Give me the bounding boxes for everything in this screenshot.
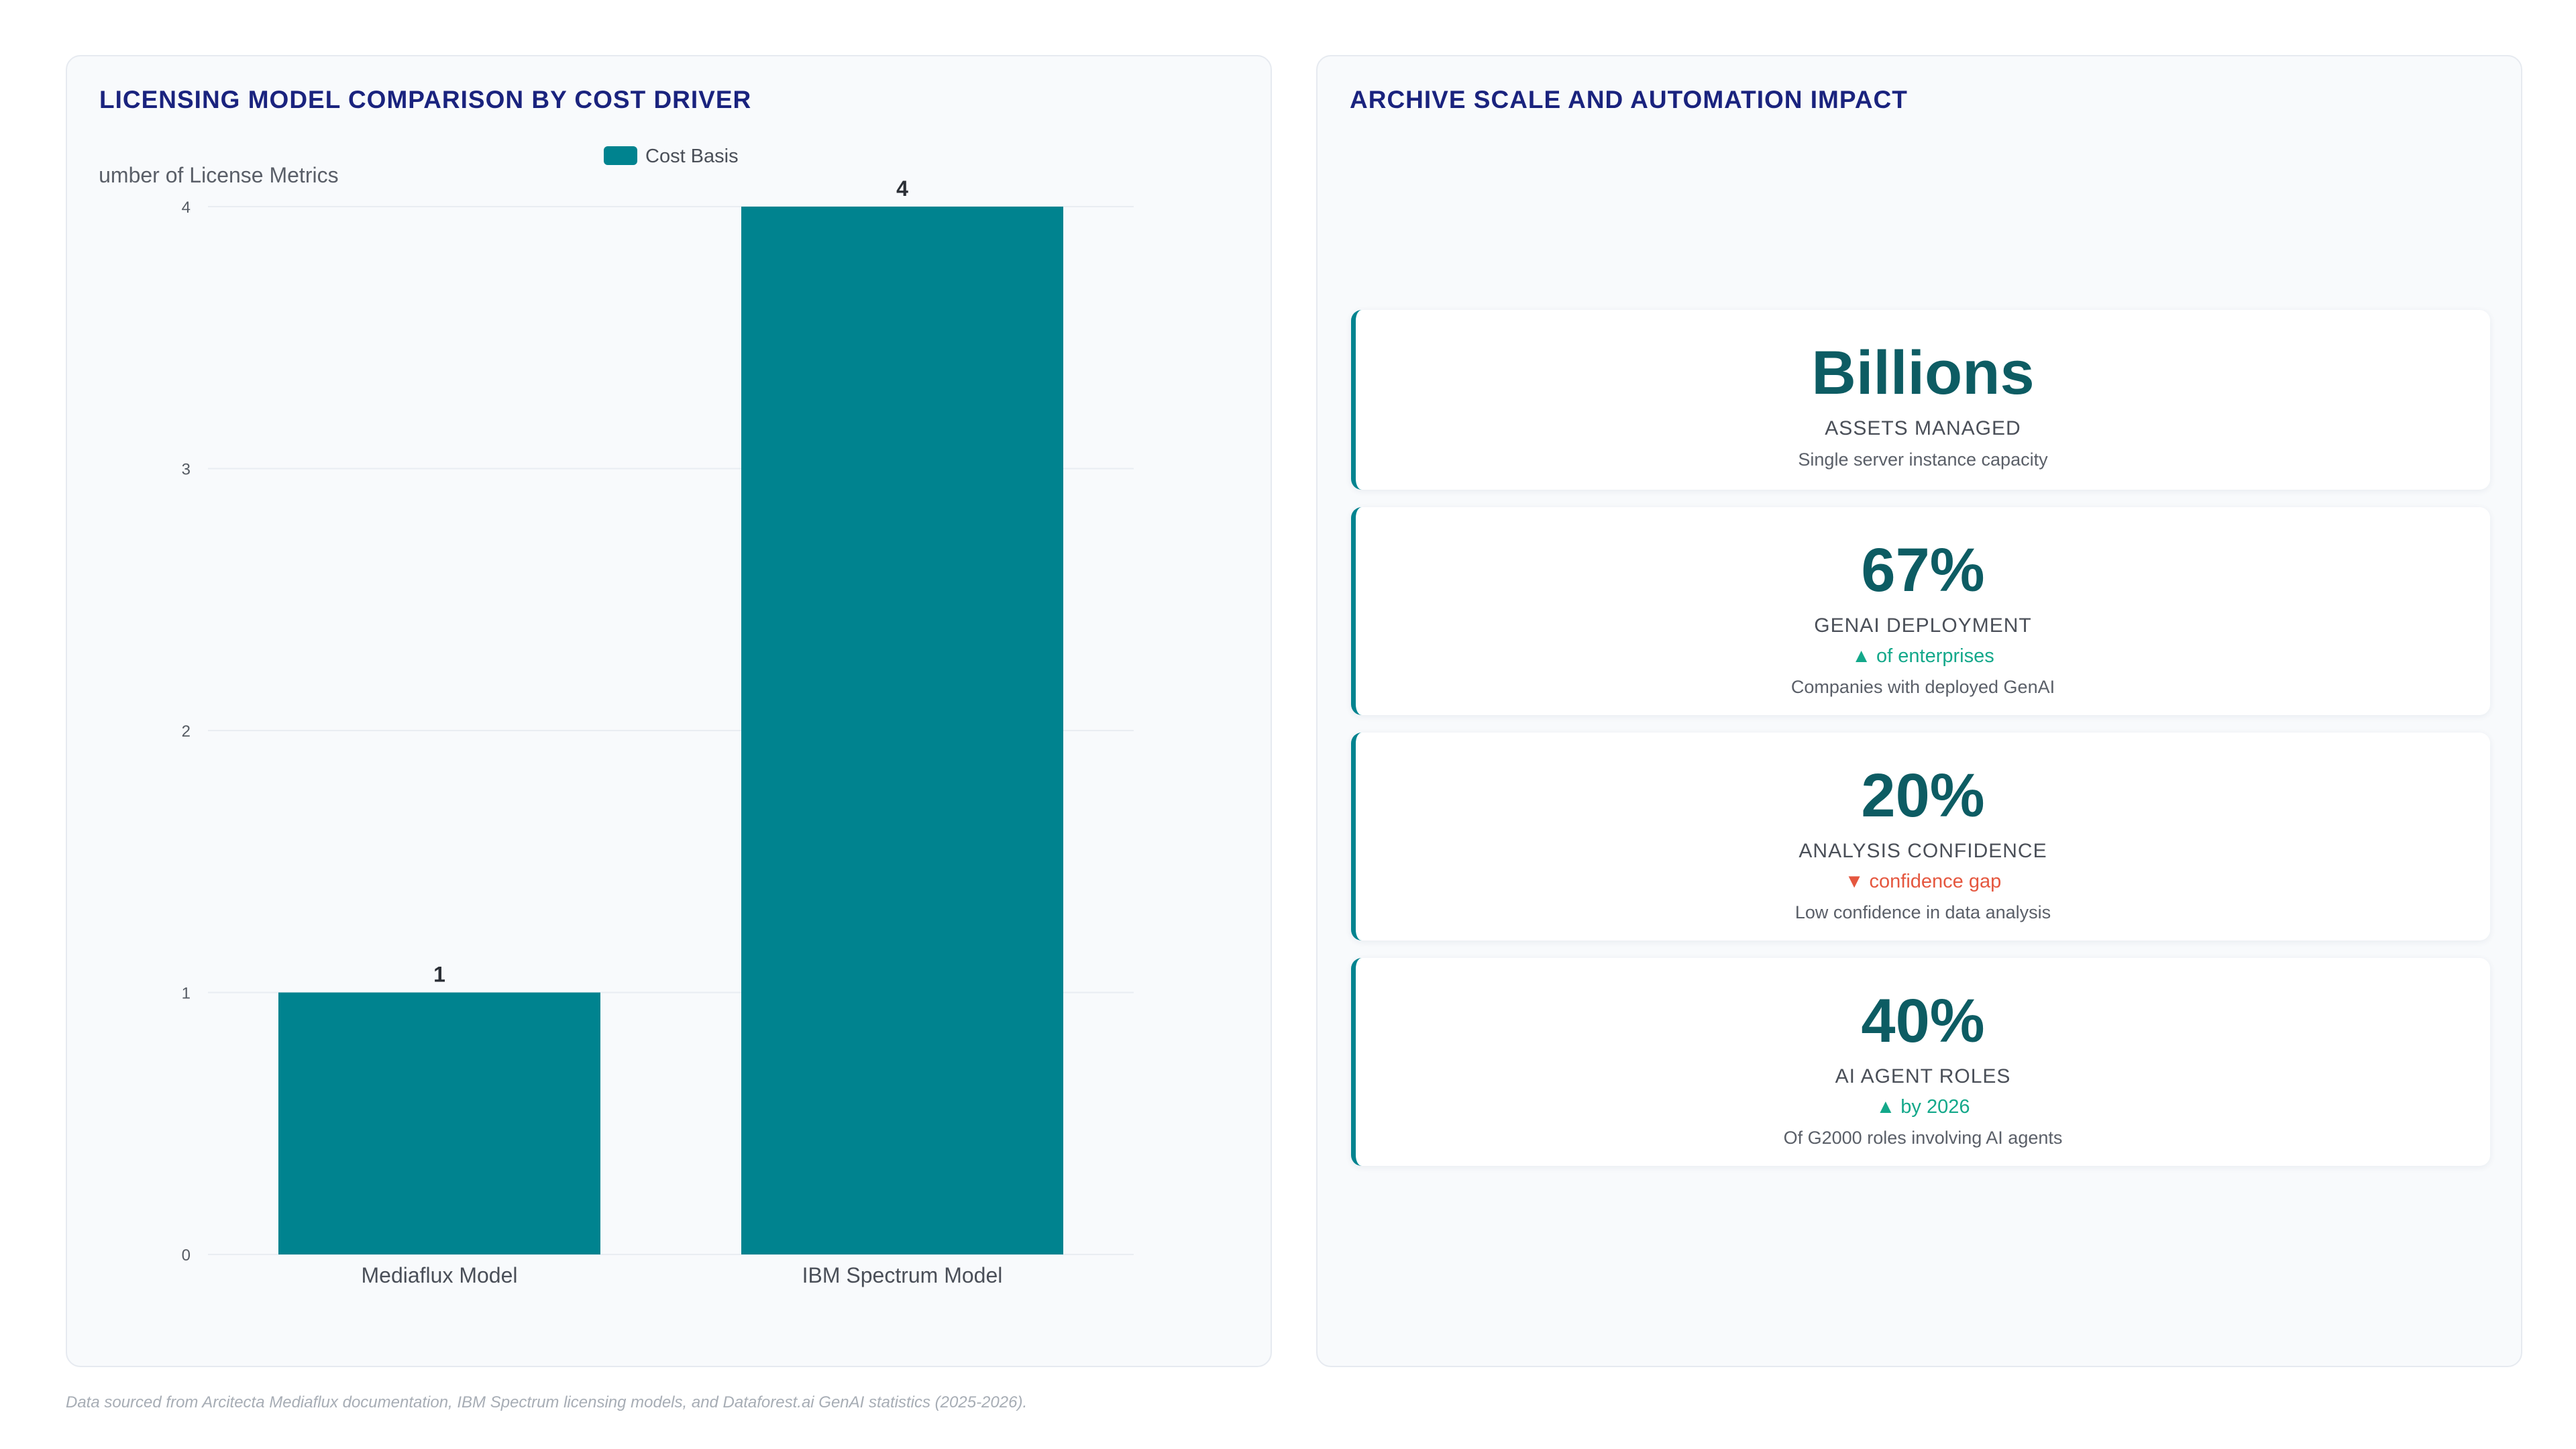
y-tick-label: 4 — [182, 199, 191, 217]
kpi-value: 67% — [1861, 536, 1985, 604]
kpi-analysis-confidence: 20% ANALYSIS CONFIDENCE ▼ confidence gap… — [1351, 733, 2490, 941]
kpi-value: 40% — [1861, 987, 1985, 1055]
data-label: 1 — [433, 963, 445, 987]
kpi-label: ANALYSIS CONFIDENCE — [1799, 840, 2047, 862]
bar-chart: 0 1 2 3 4 Number of License Metrics Cost Basis… — [83, 146, 1134, 1287]
kpi-trend-up: ▲ by 2026 — [1876, 1096, 1970, 1118]
kpi-card: ARCHIVE SCALE AND AUTOMATION IMPACT Bill… — [1316, 55, 2522, 1367]
x-tick-label: IBM Spectrum Model — [802, 1263, 1003, 1287]
kpi-description: Companies with deployed GenAI — [1790, 677, 2055, 697]
kpi-label: GENAI DEPLOYMENT — [1814, 614, 2032, 637]
kpi-trend-down: ▼ confidence gap — [1844, 871, 2002, 892]
kpi-description: Low confidence in data analysis — [1794, 902, 2051, 922]
kpi-label: AI AGENT ROLES — [1835, 1065, 2011, 1087]
y-tick-label: 2 — [182, 722, 191, 741]
chart-card: LICENSING MODEL COMPARISON BY COST DRIVE… — [66, 55, 1272, 1367]
kpi-description: Of G2000 roles involving AI agents — [1783, 1128, 2063, 1148]
kpi-description: Single server instance capacity — [1798, 449, 2048, 470]
kpi-panel-title: ARCHIVE SCALE AND AUTOMATION IMPACT — [1350, 86, 1908, 113]
kpi-ai-agent-roles: 40% AI AGENT ROLES ▲ by 2026 Of G2000 ro… — [1351, 958, 2490, 1166]
chart-panel-title: LICENSING MODEL COMPARISON BY COST DRIVE… — [99, 86, 752, 113]
bar-1 — [278, 992, 600, 1254]
legend-swatch — [604, 146, 637, 165]
y-tick-label: 3 — [182, 461, 191, 479]
bar-2 — [741, 207, 1063, 1254]
x-tick-label: Mediaflux Model — [362, 1263, 518, 1287]
y-tick-label: 1 — [182, 985, 191, 1003]
kpi-trend-up: ▲ of enterprises — [1851, 645, 1994, 667]
kpi-value: Billions — [1811, 339, 2035, 407]
kpi-label: ASSETS MANAGED — [1825, 417, 2021, 439]
data-label: 4 — [896, 176, 908, 201]
y-axis-title: Number of License Metrics — [83, 163, 339, 187]
kpi-value: 20% — [1861, 761, 1985, 830]
y-tick-label: 0 — [182, 1246, 191, 1265]
kpi-assets-managed: Billions ASSETS MANAGED Single server in… — [1351, 310, 2490, 490]
source-footnote: Data sourced from Arcitecta Mediaflux do… — [66, 1393, 1028, 1411]
kpi-genai-deployment: 67% GENAI DEPLOYMENT ▲ of enterprises Co… — [1351, 507, 2490, 715]
legend-label: Cost Basis — [645, 146, 739, 167]
